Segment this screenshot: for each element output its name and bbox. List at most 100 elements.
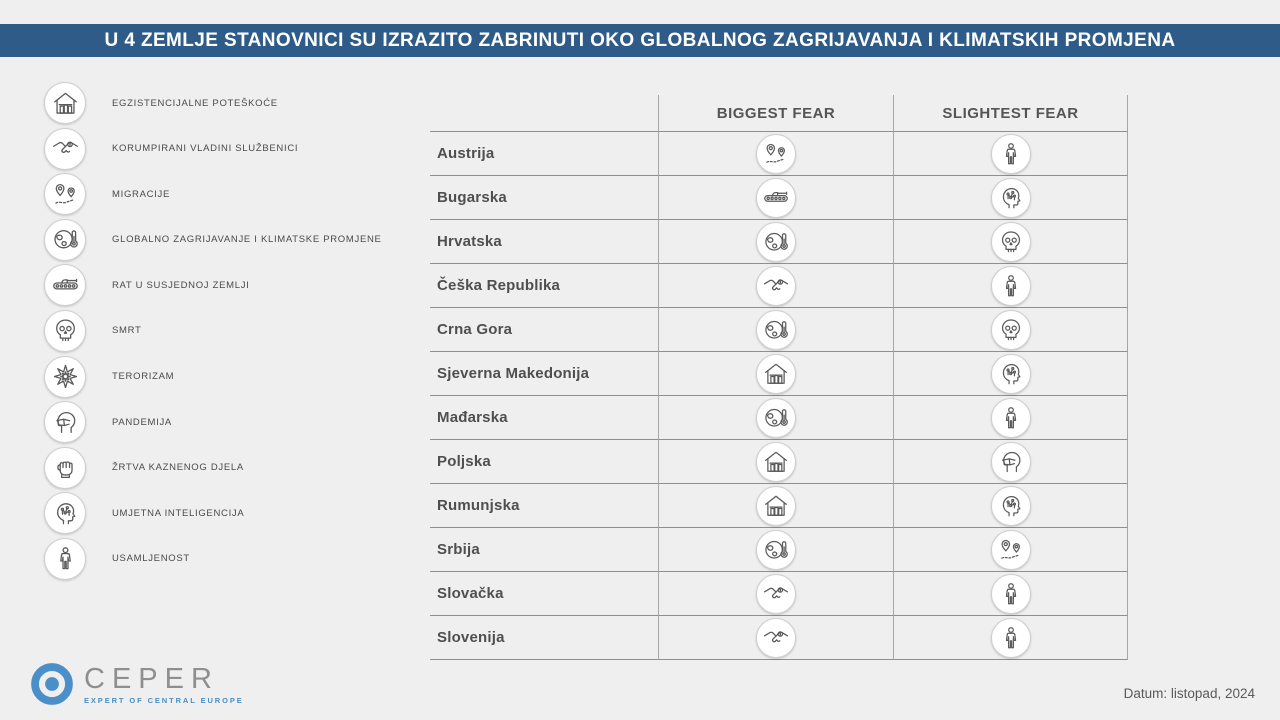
slightest-fear-cell <box>893 616 1128 660</box>
slightest-fear-cell <box>893 484 1128 528</box>
country-name: Češka Republika <box>430 264 658 308</box>
climate-icon <box>756 309 796 350</box>
legend-label: GLOBALNO ZAGRIJAVANJE I KLIMATSKE PROMJE… <box>112 234 382 246</box>
pandemic-icon <box>990 441 1031 482</box>
legend-label: ŽRTVA KAZNENOG DJELA <box>112 462 244 474</box>
country-name: Bugarska <box>430 176 658 220</box>
climate-icon <box>44 218 86 261</box>
biggest-fear-cell <box>658 352 893 396</box>
corruption-icon <box>756 573 796 614</box>
slightest-fear-cell <box>893 396 1128 440</box>
existential-icon <box>44 82 86 124</box>
corruption-icon <box>44 127 86 170</box>
country-name: Slovačka <box>430 572 658 616</box>
country-name: Sjeverna Makedonija <box>430 352 658 396</box>
slightest-fear-cell <box>893 572 1128 616</box>
biggest-fear-cell <box>658 264 893 308</box>
biggest-fear-cell <box>658 396 893 440</box>
biggest-fear-cell <box>658 484 893 528</box>
legend-label: USAMLJENOST <box>112 553 190 565</box>
biggest-fear-cell <box>658 132 893 176</box>
legend-label: TERORIZAM <box>112 371 175 383</box>
country-name: Hrvatska <box>430 220 658 264</box>
ai-icon <box>990 353 1031 394</box>
existential-icon <box>756 441 796 482</box>
existential-icon <box>756 353 796 394</box>
biggest-fear-cell <box>658 616 893 660</box>
ceper-logo-icon <box>31 663 73 705</box>
logo-text: CEPER <box>84 663 219 695</box>
slightest-fear-cell <box>893 352 1128 396</box>
slightest-fear-cell <box>893 220 1128 264</box>
legend-item: SMRT <box>44 309 382 352</box>
legend-item: USAMLJENOST <box>44 537 382 580</box>
biggest-fear-cell <box>658 440 893 484</box>
legend-label: SMRT <box>112 325 142 337</box>
legend-item: GLOBALNO ZAGRIJAVANJE I KLIMATSKE PROMJE… <box>44 218 382 261</box>
migration-icon <box>44 173 86 216</box>
climate-icon <box>756 221 796 262</box>
biggest-fear-cell <box>658 220 893 264</box>
biggest-fear-cell <box>658 572 893 616</box>
country-name: Mađarska <box>430 396 658 440</box>
loneliness-icon <box>44 537 86 580</box>
loneliness-icon <box>990 265 1031 306</box>
crime-icon <box>44 446 86 489</box>
war-icon <box>44 264 86 307</box>
country-name: Srbija <box>430 528 658 572</box>
legend-item: UMJETNA INTELIGENCIJA <box>44 492 382 535</box>
death-icon <box>990 309 1031 350</box>
legend-item: EGZISTENCIJALNE POTEŠKOĆE <box>44 82 382 124</box>
loneliness-icon <box>990 573 1031 614</box>
loneliness-icon <box>990 617 1031 658</box>
country-name: Austrija <box>430 132 658 176</box>
country-name: Poljska <box>430 440 658 484</box>
fear-legend: EGZISTENCIJALNE POTEŠKOĆE KORUMPIRANI VL… <box>44 82 382 584</box>
death-icon <box>44 309 86 352</box>
slightest-fear-cell <box>893 176 1128 220</box>
corruption-icon <box>756 265 796 306</box>
biggest-fear-cell <box>658 528 893 572</box>
death-icon <box>990 221 1031 262</box>
legend-item: ŽRTVA KAZNENOG DJELA <box>44 446 382 489</box>
logo-subtext: EXPERT OF CENTRAL EUROPE <box>84 696 244 705</box>
country-name: Slovenija <box>430 616 658 660</box>
biggest-fear-cell <box>658 176 893 220</box>
migration-icon <box>756 133 796 174</box>
ai-icon <box>990 485 1031 526</box>
date-label: Datum: listopad, 2024 <box>1123 686 1255 701</box>
ai-icon <box>990 177 1031 218</box>
fears-table: BIGGEST FEAR SLIGHTEST FEAR Austrija Bug… <box>430 95 1128 660</box>
legend-item: TERORIZAM <box>44 355 382 398</box>
country-column-header <box>430 95 658 132</box>
slightest-fear-cell <box>893 132 1128 176</box>
loneliness-icon <box>990 397 1031 438</box>
legend-label: PANDEMIJA <box>112 416 172 428</box>
slightest-fear-cell <box>893 308 1128 352</box>
migration-icon <box>990 529 1031 570</box>
legend-item: KORUMPIRANI VLADINI SLUŽBENICI <box>44 127 382 170</box>
slightest-fear-header: SLIGHTEST FEAR <box>893 95 1128 132</box>
slightest-fear-cell <box>893 440 1128 484</box>
page-title: U 4 ZEMLJE STANOVNICI SU IZRAZITO ZABRIN… <box>104 29 1176 51</box>
climate-icon <box>756 529 796 570</box>
slightest-fear-cell <box>893 264 1128 308</box>
legend-item: RAT U SUSJEDNOJ ZEMLJI <box>44 264 382 307</box>
ceper-logo: CEPER EXPERT OF CENTRAL EUROPE <box>30 662 244 706</box>
terrorism-icon <box>44 355 86 398</box>
legend-label: UMJETNA INTELIGENCIJA <box>112 507 245 519</box>
header-bar: U 4 ZEMLJE STANOVNICI SU IZRAZITO ZABRIN… <box>0 24 1280 57</box>
corruption-icon <box>756 617 796 658</box>
biggest-fear-header: BIGGEST FEAR <box>658 95 893 132</box>
climate-icon <box>756 397 796 438</box>
legend-label: MIGRACIJE <box>112 188 171 200</box>
country-name: Rumunjska <box>430 484 658 528</box>
country-name: Crna Gora <box>430 308 658 352</box>
ai-icon <box>44 492 86 535</box>
pandemic-icon <box>44 401 86 444</box>
slightest-fear-cell <box>893 528 1128 572</box>
legend-item: MIGRACIJE <box>44 173 382 216</box>
legend-label: RAT U SUSJEDNOJ ZEMLJI <box>112 279 250 291</box>
biggest-fear-cell <box>658 308 893 352</box>
war-icon <box>756 177 796 218</box>
